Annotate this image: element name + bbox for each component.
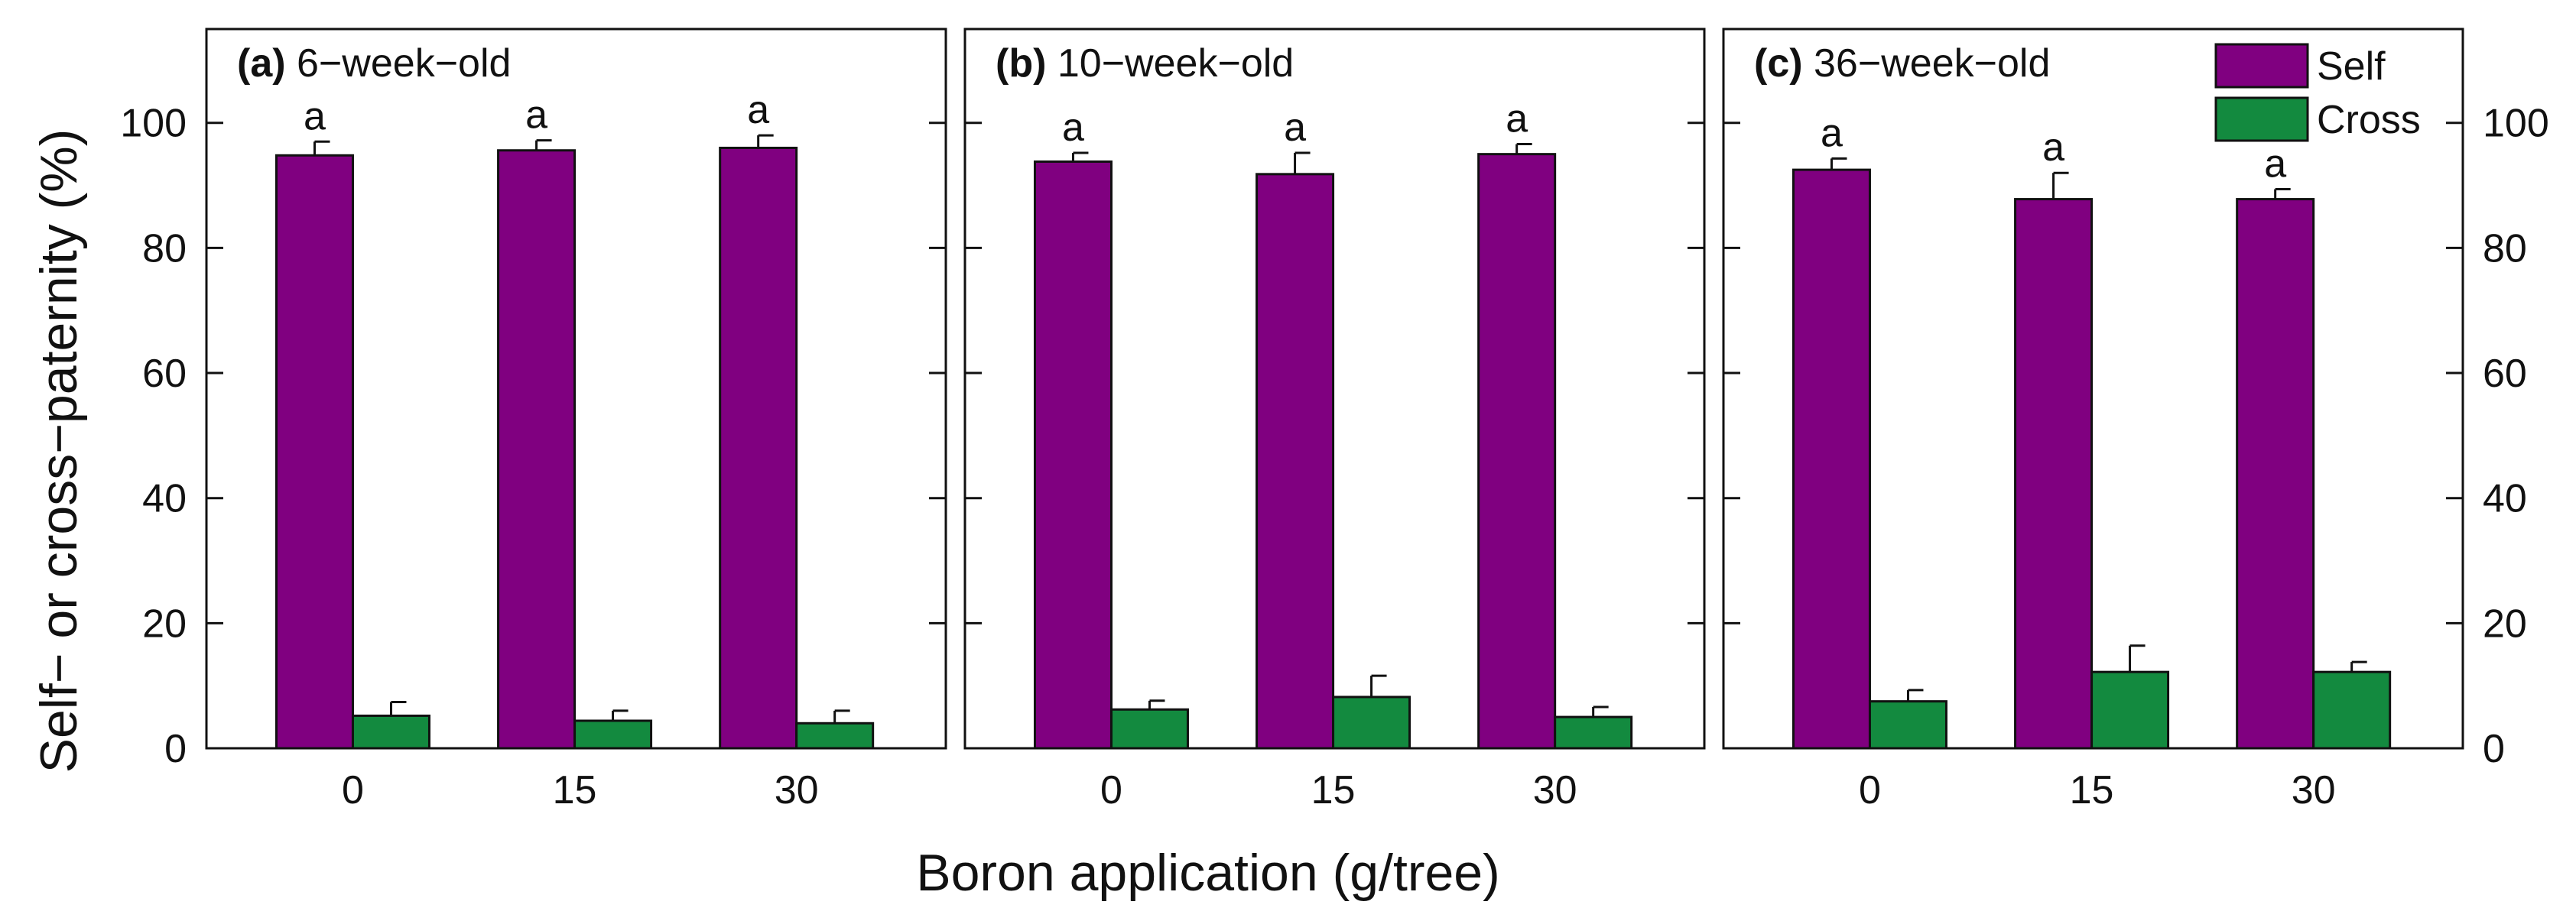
bar-cross: [2090, 670, 2170, 750]
panel-title: (c) 36−week−old: [1754, 41, 2050, 86]
x-tick-label: 0: [1859, 768, 1881, 812]
bar-cross: [573, 719, 653, 750]
panel-3: 0 20 40 60 80 100 0 a 15 a 30 a (c) 36−week−old Self C…: [1722, 28, 2549, 812]
bar-self: [497, 149, 577, 750]
x-tick-label: 15: [1311, 768, 1356, 812]
significance-letter: a: [1506, 97, 1528, 141]
significance-letter: a: [1284, 105, 1306, 150]
legend-swatch-self: [2214, 43, 2309, 89]
bar-self: [2014, 198, 2094, 750]
legend-label-cross: Cross: [2317, 98, 2421, 142]
x-tick-label: 15: [2070, 768, 2114, 812]
significance-letter: a: [1821, 111, 1843, 155]
bar-self: [1477, 153, 1557, 750]
x-tick-label: 30: [775, 768, 819, 812]
significance-letter: a: [747, 88, 769, 132]
panel-age: 36−week−old: [1803, 41, 2051, 86]
x-tick-label: 0: [342, 768, 364, 812]
bar-self: [1033, 160, 1113, 750]
bar-self: [274, 154, 354, 750]
y-tick-label-right: 60: [2483, 352, 2527, 396]
bar-cross: [351, 714, 430, 750]
panel-1: 0 20 40 60 80 100 0 a 15 a 30 a (a) 6−week−old: [120, 28, 947, 812]
legend-label-self: Self: [2317, 44, 2386, 89]
significance-letter: a: [1062, 105, 1084, 150]
y-tick-label-left: 0: [164, 727, 187, 771]
panel-title: (b) 10−week−old: [996, 41, 1294, 86]
x-tick-label: 15: [553, 768, 597, 812]
x-axis-title: Boron application (g/tree): [916, 844, 1500, 902]
y-tick-label-right: 0: [2483, 727, 2505, 771]
panels-group: 0 20 40 60 80 100 0 a 15 a 30 a (a) 6−week−old 0 a 15 a 3…: [120, 28, 2549, 812]
significance-letter: a: [2042, 125, 2064, 170]
panel-tag: (b): [996, 41, 1046, 86]
x-tick-label: 30: [1533, 768, 1577, 812]
legend-swatch-cross: [2214, 96, 2309, 142]
panel-tag: (c): [1754, 41, 1803, 86]
y-tick-label-left: 20: [142, 602, 187, 646]
x-tick-label: 30: [2292, 768, 2336, 812]
bar-self: [1256, 173, 1335, 750]
panel-age: 6−week−old: [286, 41, 512, 86]
y-tick-label-right: 80: [2483, 226, 2527, 271]
significance-letter: a: [2264, 141, 2286, 186]
y-tick-label-left: 40: [142, 477, 187, 521]
y-tick-label-left: 100: [120, 102, 187, 146]
panel-2: 0 a 15 a 30 a (b) 10−week−old: [963, 28, 1706, 812]
bar-cross: [1109, 708, 1189, 750]
bar-cross: [2312, 670, 2392, 750]
panel-tag: (a): [237, 41, 286, 86]
y-tick-label-right: 40: [2483, 477, 2527, 521]
significance-letter: a: [304, 94, 326, 138]
y-tick-label-left: 80: [142, 226, 187, 271]
y-tick-label-right: 100: [2483, 102, 2549, 146]
legend: Self Cross: [2214, 43, 2421, 142]
y-tick-label-right: 20: [2483, 602, 2527, 646]
bar-cross: [1554, 715, 1633, 750]
significance-letter: a: [525, 93, 547, 138]
bar-cross: [1868, 700, 1947, 750]
bar-self: [1792, 168, 1871, 750]
bar-cross: [1332, 696, 1411, 750]
panel-title: (a) 6−week−old: [237, 41, 511, 86]
bar-cross: [795, 722, 875, 750]
x-tick-label: 0: [1100, 768, 1122, 812]
panel-age: 10−week−old: [1046, 41, 1294, 86]
y-tick-label-left: 60: [142, 352, 187, 396]
bar-self: [2236, 198, 2315, 750]
y-axis-title: Self− or cross−paternity (%): [30, 129, 88, 773]
bar-self: [719, 146, 798, 750]
